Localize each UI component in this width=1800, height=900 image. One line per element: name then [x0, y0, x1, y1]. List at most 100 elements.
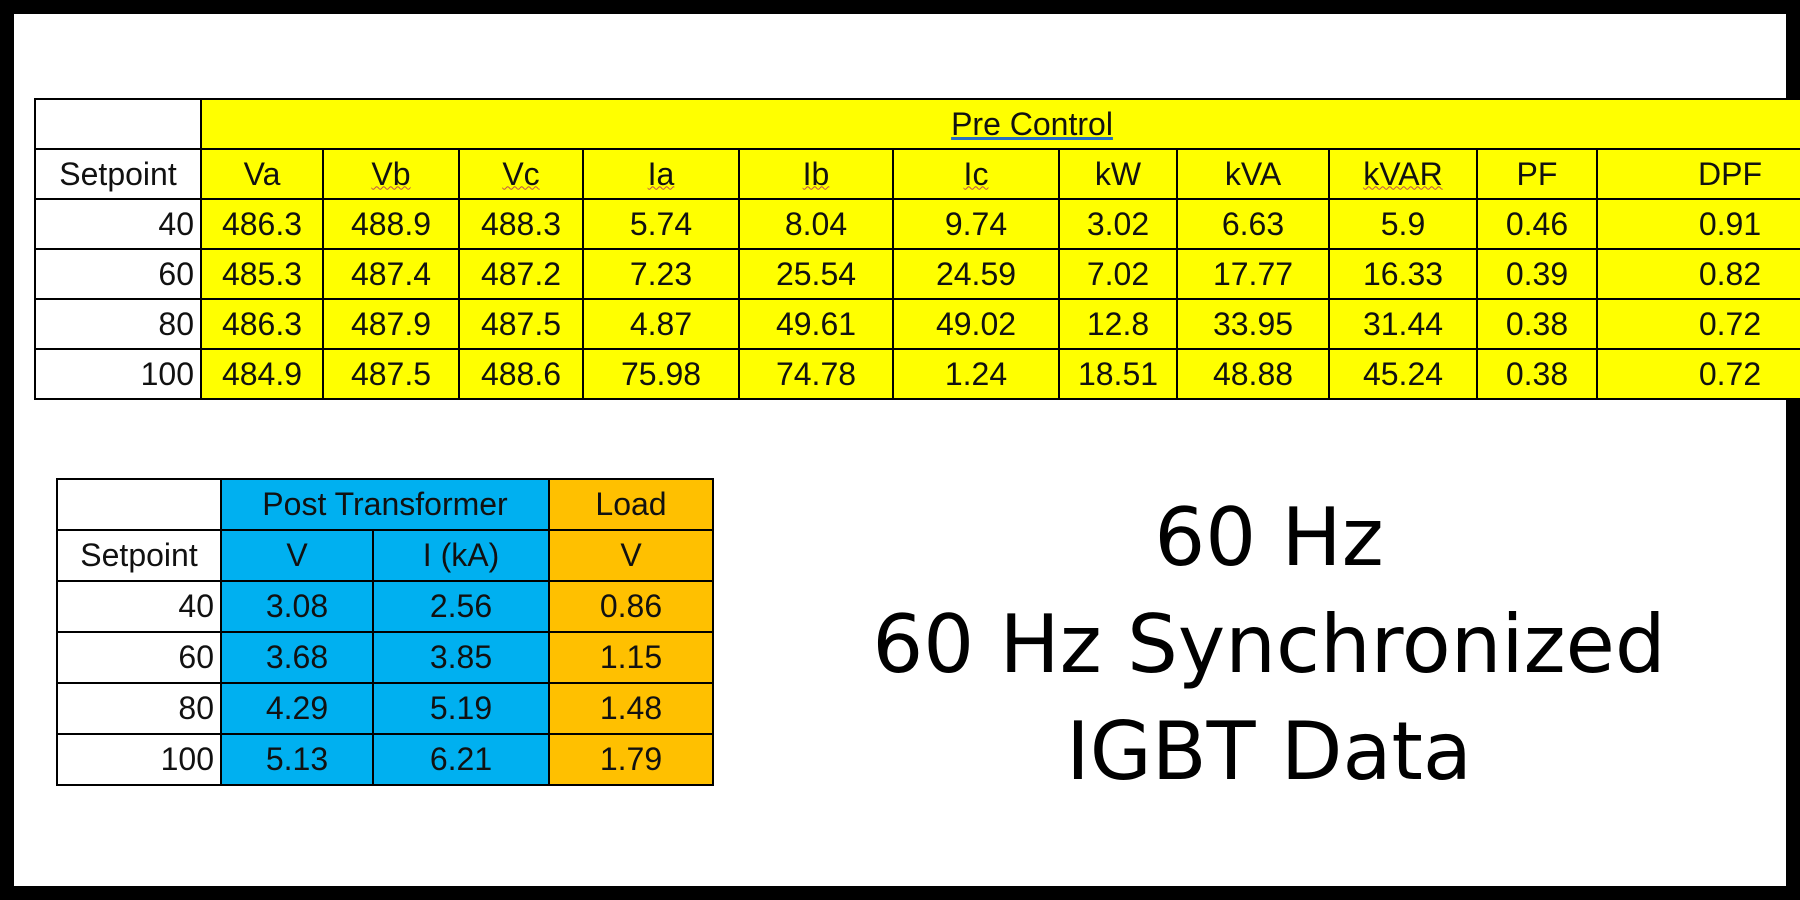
value-cell: 6.21: [372, 733, 550, 786]
post-column-header-row: Setpoint V I (kA) V: [56, 529, 714, 582]
value-cell: 24.59: [892, 248, 1060, 300]
title-line-frequency: 60 Hz: [1154, 491, 1384, 584]
setpoint-cell: 80: [56, 682, 222, 735]
value-cell: 48.88: [1176, 348, 1330, 400]
value-cell: 49.02: [892, 298, 1060, 350]
table-row: 80 4.29 5.19 1.48: [56, 682, 714, 735]
value-cell: 74.78: [738, 348, 894, 400]
value-cell: 487.4: [322, 248, 460, 300]
value-cell: 1.24: [892, 348, 1060, 400]
column-header-ia: Ia: [582, 148, 740, 200]
value-cell: 5.74: [582, 198, 740, 250]
value-cell: 3.85: [372, 631, 550, 684]
value-cell: 4.87: [582, 298, 740, 350]
post-transformer-header: Post Transformer: [220, 478, 550, 531]
value-cell: 488.3: [458, 198, 584, 250]
pre-control-title: Pre Control: [199, 98, 1800, 150]
table-row: 60 3.68 3.85 1.15: [56, 631, 714, 684]
value-cell: 25.54: [738, 248, 894, 300]
table-row: 100 484.9 487.5 488.6 75.98 74.78 1.24 1…: [34, 348, 1800, 400]
value-cell: 9.74: [892, 198, 1060, 250]
empty-corner-cell: [34, 98, 202, 150]
post-group-header-row: Post Transformer Load: [56, 478, 714, 531]
value-cell: 1.48: [548, 682, 714, 735]
setpoint-cell: 80: [34, 298, 202, 350]
value-cell: 5.9: [1328, 198, 1478, 250]
value-cell: 1.79: [548, 733, 714, 786]
table-row: 100 5.13 6.21 1.79: [56, 733, 714, 786]
column-header-kvar: kVAR: [1328, 148, 1478, 200]
column-header-ib: Ib: [738, 148, 894, 200]
value-cell: 0.82: [1595, 248, 1800, 300]
value-cell: 75.98: [582, 348, 740, 400]
value-cell: 6.63: [1176, 198, 1330, 250]
value-cell: 45.24: [1328, 348, 1478, 400]
value-cell: 3.68: [220, 631, 374, 684]
value-cell: 12.8: [1058, 298, 1178, 350]
value-cell: 0.38: [1476, 348, 1598, 400]
value-cell: 7.23: [582, 248, 740, 300]
value-cell: 487.5: [322, 348, 460, 400]
value-cell: 484.9: [200, 348, 324, 400]
value-cell: 487.2: [458, 248, 584, 300]
title-line-igbt-data: IGBT Data: [1066, 705, 1472, 798]
setpoint-header: Setpoint: [56, 529, 222, 582]
value-cell: 18.51: [1058, 348, 1178, 400]
value-cell: 486.3: [200, 298, 324, 350]
setpoint-cell: 60: [56, 631, 222, 684]
column-header-vc: Vc: [458, 148, 584, 200]
value-cell: 8.04: [738, 198, 894, 250]
table-row: 40 3.08 2.56 0.86: [56, 580, 714, 633]
value-cell: 486.3: [200, 198, 324, 250]
column-header-pf: PF: [1476, 148, 1598, 200]
empty-corner-cell: [56, 478, 222, 531]
value-cell: 1.15: [548, 631, 714, 684]
value-cell: 487.5: [458, 298, 584, 350]
value-cell: 0.72: [1595, 298, 1800, 350]
column-header-v: V: [220, 529, 374, 582]
table-row: 80 486.3 487.9 487.5 4.87 49.61 49.02 12…: [34, 298, 1800, 350]
value-cell: 0.38: [1476, 298, 1598, 350]
value-cell: 33.95: [1176, 298, 1330, 350]
post-transformer-load-table: Post Transformer Load Setpoint V I (kA) …: [56, 478, 714, 786]
setpoint-cell: 40: [56, 580, 222, 633]
slide-title: 60 Hz 60 Hz Synchronized IGBT Data: [804, 484, 1734, 805]
load-header: Load: [548, 478, 714, 531]
value-cell: 488.6: [458, 348, 584, 400]
table-row: 60 485.3 487.4 487.2 7.23 25.54 24.59 7.…: [34, 248, 1800, 300]
pre-control-table: Pre Control Setpoint Va Vb Vc Ia Ib Ic k…: [34, 98, 1800, 400]
value-cell: 4.29: [220, 682, 374, 735]
value-cell: 5.13: [220, 733, 374, 786]
value-cell: 0.91: [1595, 198, 1800, 250]
title-line-synchronized: 60 Hz Synchronized: [872, 598, 1666, 691]
value-cell: 7.02: [1058, 248, 1178, 300]
column-header-kw: kW: [1058, 148, 1178, 200]
setpoint-cell: 40: [34, 198, 202, 250]
slide: Pre Control Setpoint Va Vb Vc Ia Ib Ic k…: [14, 14, 1800, 886]
value-cell: 3.08: [220, 580, 374, 633]
pre-control-header-row: Setpoint Va Vb Vc Ia Ib Ic kW kVA kVAR P…: [34, 148, 1800, 200]
column-header-ic: Ic: [892, 148, 1060, 200]
value-cell: 0.39: [1476, 248, 1598, 300]
value-cell: 488.9: [322, 198, 460, 250]
column-header-dpf: DPF: [1595, 148, 1800, 200]
value-cell: 17.77: [1176, 248, 1330, 300]
column-header-load-v: V: [548, 529, 714, 582]
value-cell: 487.9: [322, 298, 460, 350]
column-header-vb: Vb: [322, 148, 460, 200]
column-header-kva: kVA: [1176, 148, 1330, 200]
setpoint-cell: 100: [34, 348, 202, 400]
column-header-i-ka: I (kA): [372, 529, 550, 582]
pre-control-title-row: Pre Control: [34, 98, 1800, 150]
value-cell: 3.02: [1058, 198, 1178, 250]
value-cell: 31.44: [1328, 298, 1478, 350]
column-header-va: Va: [200, 148, 324, 200]
value-cell: 16.33: [1328, 248, 1478, 300]
setpoint-cell: 100: [56, 733, 222, 786]
value-cell: 0.46: [1476, 198, 1598, 250]
value-cell: 49.61: [738, 298, 894, 350]
value-cell: 485.3: [200, 248, 324, 300]
value-cell: 5.19: [372, 682, 550, 735]
setpoint-cell: 60: [34, 248, 202, 300]
value-cell: 0.72: [1595, 348, 1800, 400]
